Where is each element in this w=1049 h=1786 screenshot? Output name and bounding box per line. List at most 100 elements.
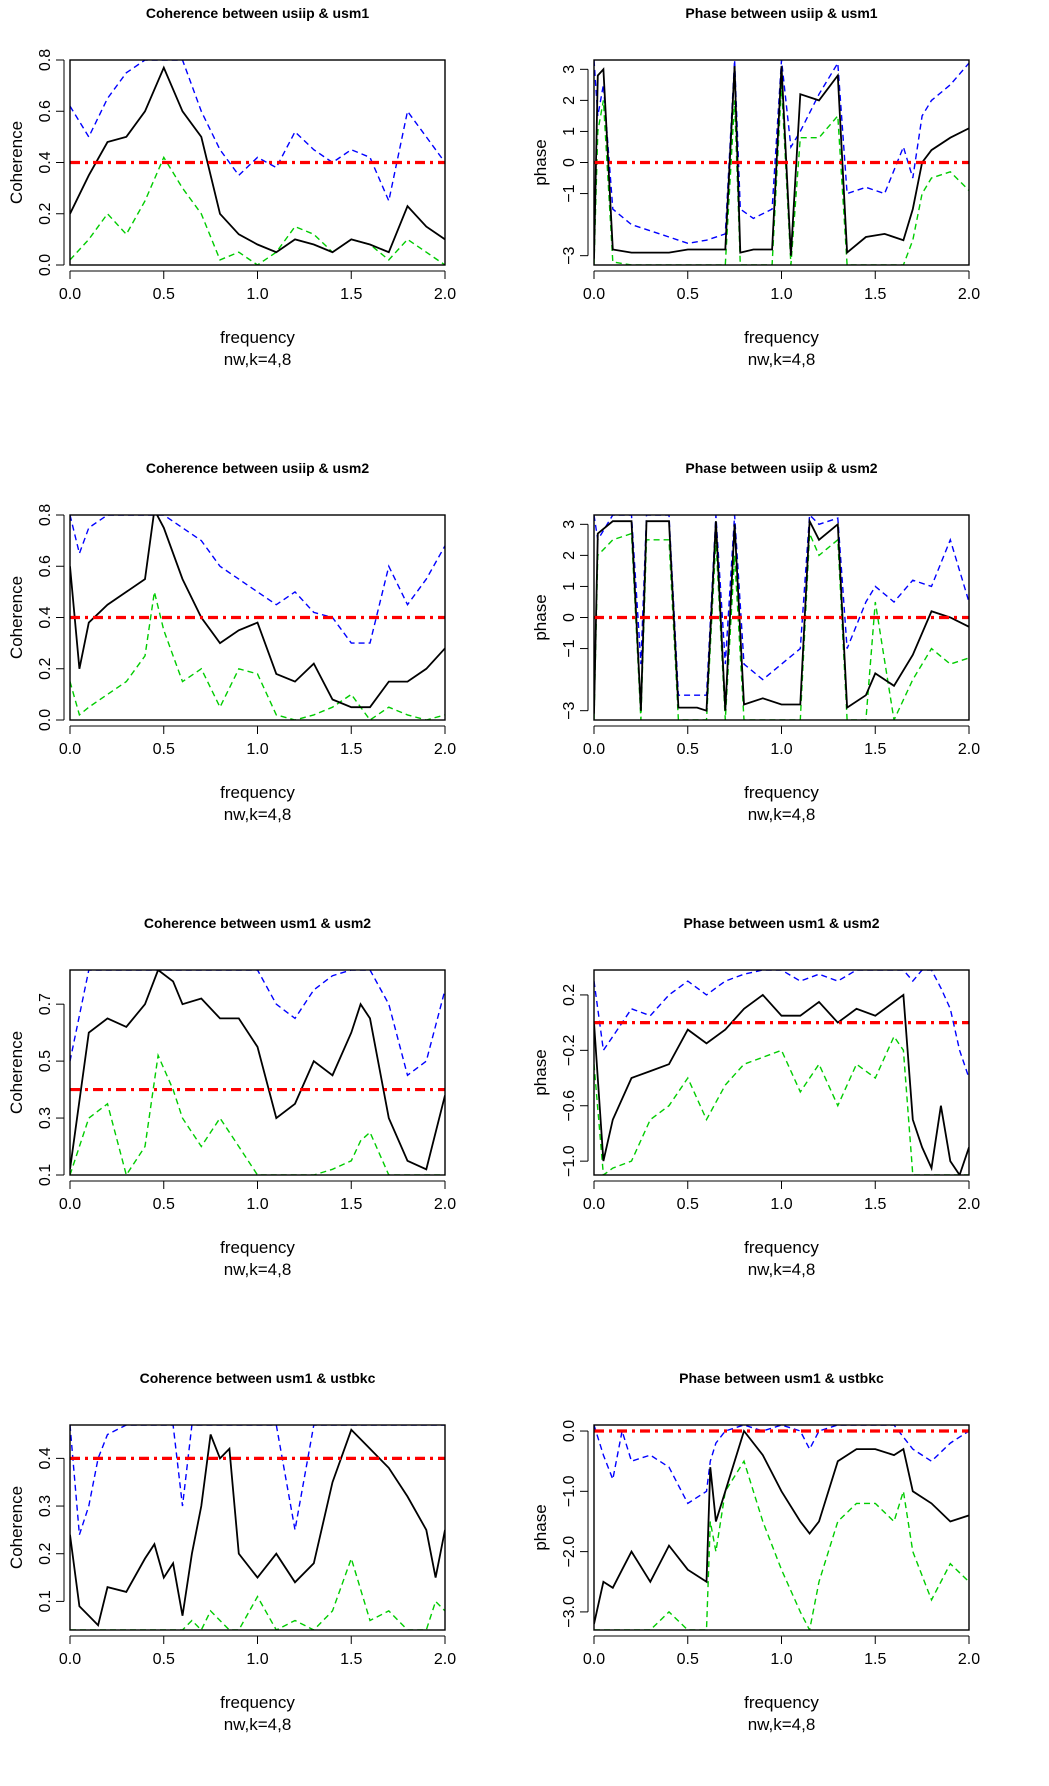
x-axis-sublabel: nw,k=4,8 <box>224 1715 292 1734</box>
y-tick-label: −0.6 <box>561 1090 578 1122</box>
y-tick-label: 3 <box>561 65 578 74</box>
y-tick-label: 1 <box>561 582 578 591</box>
y-axis-label: Coherence <box>7 576 26 659</box>
y-axis-label: phase <box>531 594 550 640</box>
x-tick-label: 2.0 <box>958 1196 980 1213</box>
chart-title: Coherence between usm1 & usm2 <box>144 915 371 931</box>
estimate-line <box>70 65 445 254</box>
chart-panel-1: Phase between usiip & usm1 0.0 0.5 1.0 1.5 2.… <box>531 5 980 369</box>
y-tick-label: 0.3 <box>37 1495 54 1517</box>
x-axis-label: frequency <box>220 783 295 802</box>
chart-title: Phase between usm1 & usm2 <box>683 915 879 931</box>
x-tick-label: 2.0 <box>958 741 980 758</box>
y-tick-label: 0 <box>561 158 578 167</box>
upper-bound-line <box>70 970 445 1077</box>
x-tick-label: 1.5 <box>340 741 362 758</box>
y-tick-label: 0.5 <box>37 1050 54 1072</box>
chart-panel-6: Coherence between usm1 & ustbkc 0.0 0.5 1.0… <box>7 1370 456 1734</box>
upper-bound-line <box>594 970 969 1079</box>
x-axis-sublabel: nw,k=4,8 <box>224 805 292 824</box>
lower-bound-line <box>594 1459 969 1630</box>
y-tick-label: −3 <box>561 701 578 719</box>
x-tick-label: 0.0 <box>583 1196 605 1213</box>
lower-bound-line <box>70 155 445 265</box>
lower-bound-line <box>70 591 445 720</box>
x-tick-label: 1.0 <box>770 1651 792 1668</box>
x-tick-label: 2.0 <box>434 741 456 758</box>
estimate-line <box>594 993 969 1175</box>
x-tick-label: 0.5 <box>677 741 699 758</box>
x-axis-label: frequency <box>220 1693 295 1712</box>
plot-frame <box>593 1424 970 1631</box>
x-axis-sublabel: nw,k=4,8 <box>748 1260 816 1279</box>
y-tick-label: 0 <box>561 613 578 622</box>
y-tick-label: 0.2 <box>37 658 54 680</box>
x-axis-sublabel: nw,k=4,8 <box>748 350 816 369</box>
y-axis-label: Coherence <box>7 121 26 204</box>
x-axis-label: frequency <box>744 1693 819 1712</box>
chart-title: Phase between usiip & usm1 <box>685 5 877 21</box>
y-tick-label: 0.1 <box>37 1164 54 1186</box>
y-tick-label: 3 <box>561 520 578 529</box>
x-tick-label: 1.5 <box>340 1651 362 1668</box>
y-tick-label: −3.0 <box>561 1596 578 1628</box>
x-tick-label: 2.0 <box>958 1651 980 1668</box>
upper-bound-line <box>70 515 445 644</box>
chart-panel-4: Coherence between usm1 & usm2 0.0 0.5 1.0 1.… <box>7 915 456 1279</box>
upper-bound-line <box>70 1425 445 1535</box>
x-tick-label: 0.5 <box>153 1196 175 1213</box>
x-tick-label: 0.5 <box>153 286 175 303</box>
y-tick-label: 0.0 <box>37 254 54 276</box>
y-tick-label: 0.3 <box>37 1107 54 1129</box>
x-axis-label: frequency <box>744 1238 819 1257</box>
x-axis-label: frequency <box>744 328 819 347</box>
y-tick-label: −1 <box>561 639 578 657</box>
x-tick-label: 0.5 <box>153 1651 175 1668</box>
y-tick-label: 0.6 <box>37 100 54 122</box>
y-tick-label: 0.2 <box>37 1543 54 1565</box>
y-tick-label: 0.6 <box>37 555 54 577</box>
lower-bound-line <box>70 1052 445 1175</box>
y-tick-label: 1 <box>561 127 578 136</box>
x-tick-label: 1.0 <box>246 741 268 758</box>
x-tick-label: 1.0 <box>770 1196 792 1213</box>
x-axis-sublabel: nw,k=4,8 <box>748 1715 816 1734</box>
plot-frame <box>69 969 446 1176</box>
x-tick-label: 1.5 <box>864 1651 886 1668</box>
plot-frame <box>69 514 446 721</box>
chart-title: Coherence between usiip & usm2 <box>146 460 369 476</box>
estimate-line <box>70 515 445 709</box>
chart-title: Coherence between usm1 & ustbkc <box>140 1370 376 1386</box>
chart-panel-0: Coherence between usiip & usm1 0.0 0.5 1.0 1… <box>7 5 456 369</box>
y-axis-label: Coherence <box>7 1486 26 1569</box>
y-axis-label: phase <box>531 139 550 185</box>
x-axis-sublabel: nw,k=4,8 <box>224 1260 292 1279</box>
x-tick-label: 1.5 <box>340 1196 362 1213</box>
chart-panel-2: Coherence between usiip & usm2 0.0 0.5 1.0 1… <box>7 460 456 824</box>
plot-frame <box>69 59 446 266</box>
upper-bound-line <box>594 515 969 696</box>
chart-title: Coherence between usiip & usm1 <box>146 5 369 21</box>
plot-frame <box>593 969 970 1176</box>
x-tick-label: 0.0 <box>59 1651 81 1668</box>
y-tick-label: −1.0 <box>561 1145 578 1177</box>
estimate-line <box>70 1428 445 1627</box>
y-tick-label: 0.4 <box>37 606 54 628</box>
x-tick-label: 1.0 <box>770 741 792 758</box>
y-tick-label: −0.2 <box>561 1034 578 1066</box>
estimate-line <box>70 970 445 1171</box>
x-tick-label: 0.5 <box>677 1651 699 1668</box>
y-tick-label: −2.0 <box>561 1536 578 1568</box>
x-tick-label: 2.0 <box>958 286 980 303</box>
y-tick-label: 0.7 <box>37 993 54 1015</box>
x-tick-label: 2.0 <box>434 286 456 303</box>
x-tick-label: 0.0 <box>59 1196 81 1213</box>
y-tick-label: 0.4 <box>37 151 54 173</box>
y-tick-label: 0.0 <box>37 709 54 731</box>
y-tick-label: 2 <box>561 551 578 560</box>
estimate-line <box>594 66 969 259</box>
upper-bound-line <box>70 60 445 204</box>
x-axis-sublabel: nw,k=4,8 <box>748 805 816 824</box>
y-axis-label: phase <box>531 1504 550 1550</box>
x-tick-label: 0.0 <box>583 741 605 758</box>
